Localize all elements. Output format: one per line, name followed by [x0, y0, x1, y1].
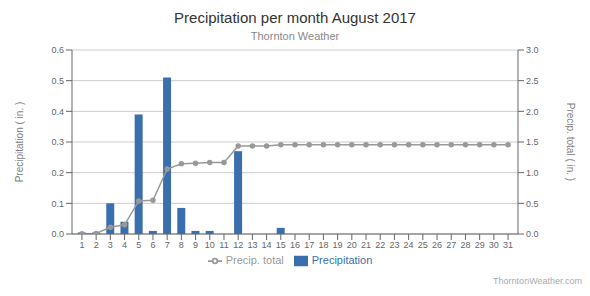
svg-text:19: 19	[333, 240, 343, 250]
svg-text:0.6: 0.6	[51, 45, 64, 55]
svg-text:0.2: 0.2	[51, 168, 64, 178]
svg-text:17: 17	[304, 240, 314, 250]
svg-text:22: 22	[375, 240, 385, 250]
svg-text:20: 20	[347, 240, 357, 250]
svg-text:1.0: 1.0	[526, 168, 539, 178]
svg-text:2.0: 2.0	[526, 107, 539, 117]
svg-text:18: 18	[318, 240, 328, 250]
svg-text:9: 9	[193, 240, 198, 250]
html-text:Thornton Weather: Thornton Weather	[250, 30, 340, 42]
svg-text:25: 25	[418, 240, 428, 250]
svg-text:0.0: 0.0	[51, 229, 64, 239]
svg-text:12: 12	[233, 240, 243, 250]
svg-text:1: 1	[79, 240, 84, 250]
svg-text:11: 11	[219, 240, 228, 250]
svg-text:31: 31	[503, 240, 513, 250]
html-text:Precipitation: Precipitation	[311, 254, 373, 266]
svg-text:14: 14	[262, 240, 272, 250]
svg-text:Precipitation ( in. ): Precipitation ( in. )	[14, 102, 25, 183]
svg-text:23: 23	[389, 240, 399, 250]
svg-text:30: 30	[489, 240, 499, 250]
svg-text:27: 27	[446, 240, 456, 250]
svg-text:8: 8	[179, 240, 184, 250]
svg-text:16: 16	[290, 240, 300, 250]
svg-text:7: 7	[165, 240, 170, 250]
svg-text:28: 28	[460, 240, 470, 250]
html-text:Precip. total: Precip. total	[225, 254, 284, 266]
html-text:Precipitation per month August: Precipitation per month August 2017	[174, 9, 416, 26]
svg-text:3.0: 3.0	[526, 45, 539, 55]
svg-text:13: 13	[247, 240, 257, 250]
svg-text:10: 10	[205, 240, 215, 250]
svg-text:0.0: 0.0	[526, 229, 539, 239]
svg-text:0.4: 0.4	[51, 107, 64, 117]
svg-text:6: 6	[150, 240, 155, 250]
svg-text:1.5: 1.5	[526, 137, 539, 147]
svg-text:21: 21	[361, 240, 371, 250]
svg-text:4: 4	[122, 240, 127, 250]
svg-text:26: 26	[432, 240, 442, 250]
svg-text:0.5: 0.5	[526, 199, 539, 209]
svg-text:24: 24	[404, 240, 414, 250]
svg-text:2: 2	[94, 240, 99, 250]
html-text:ThorntonWeather.com: ThorntonWeather.com	[493, 276, 582, 286]
svg-text:5: 5	[136, 240, 141, 250]
svg-text:0.3: 0.3	[51, 137, 64, 147]
svg-text:3: 3	[108, 240, 113, 250]
svg-text:15: 15	[276, 240, 286, 250]
svg-text:29: 29	[475, 240, 485, 250]
svg-text:0.5: 0.5	[51, 76, 64, 86]
svg-text:0.1: 0.1	[51, 199, 64, 209]
svg-text:Precip. total ( in. ): Precip. total ( in. )	[565, 103, 576, 181]
svg-text:2.5: 2.5	[526, 76, 539, 86]
